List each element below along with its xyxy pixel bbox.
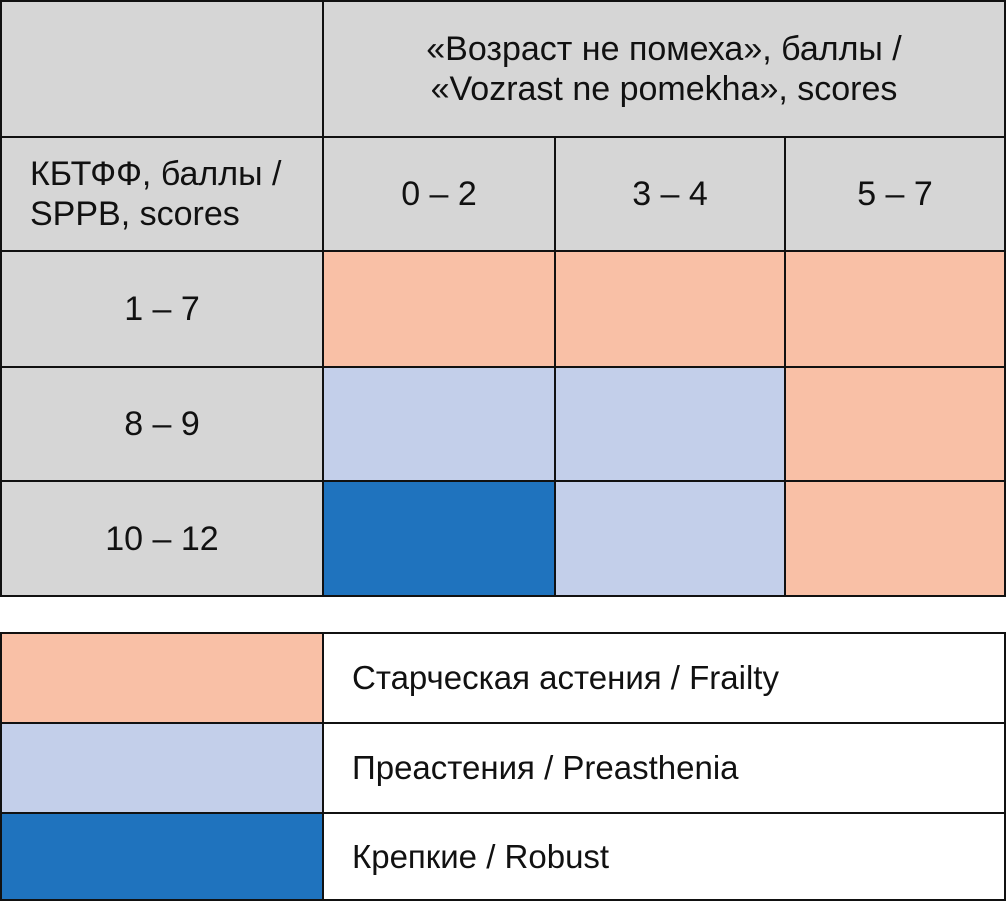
legend-label-frailty: Старческая астения / Frailty bbox=[322, 632, 1006, 724]
legend: Старческая астения / Frailty Преастения … bbox=[0, 632, 1006, 901]
legend-label-preasthenia: Преастения / Preasthenia bbox=[322, 722, 1006, 814]
table-cell bbox=[784, 366, 1006, 482]
column-header-2: 5 – 7 bbox=[784, 136, 1006, 252]
column-header-1: 3 – 4 bbox=[554, 136, 786, 252]
legend-swatch-preasthenia bbox=[0, 722, 324, 814]
table-cell bbox=[322, 250, 556, 368]
legend-label-robust: Крепкие / Robust bbox=[322, 812, 1006, 901]
table-cell bbox=[554, 480, 786, 597]
table-cell bbox=[322, 480, 556, 597]
table-cell bbox=[784, 250, 1006, 368]
column-group-header: «Возраст не помеха», баллы / «Vozrast ne… bbox=[322, 0, 1006, 138]
row-header: КБТФФ, баллы / SPPB, scores bbox=[0, 136, 324, 252]
column-header-0: 0 – 2 bbox=[322, 136, 556, 252]
table-cell bbox=[784, 480, 1006, 597]
legend-swatch-frailty bbox=[0, 632, 324, 724]
frailty-classification-table: «Возраст не помеха», баллы / «Vozrast ne… bbox=[0, 0, 1006, 597]
table-cell bbox=[554, 250, 786, 368]
legend-swatch-robust bbox=[0, 812, 324, 901]
corner-cell bbox=[0, 0, 324, 138]
table-cell bbox=[554, 366, 786, 482]
row-label-0: 1 – 7 bbox=[0, 250, 324, 368]
row-label-2: 10 – 12 bbox=[0, 480, 324, 597]
row-label-1: 8 – 9 bbox=[0, 366, 324, 482]
table-cell bbox=[322, 366, 556, 482]
